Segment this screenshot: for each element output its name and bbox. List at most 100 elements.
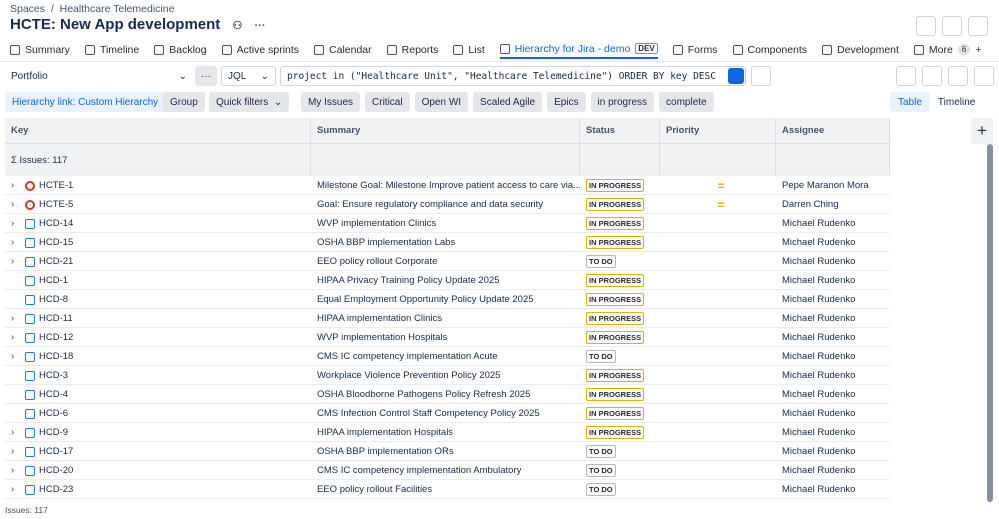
filter-chip[interactable]: Scaled Agile <box>473 92 543 112</box>
view-tab[interactable]: Timeline <box>937 96 976 108</box>
mode-select[interactable]: JQL ⌄ <box>221 66 276 86</box>
issue-row[interactable]: › HCD-12 WVP implementation Hospitals IN PR… <box>5 328 890 347</box>
issue-key[interactable]: HCD-4 <box>39 389 69 400</box>
issue-key[interactable]: HCD-8 <box>39 294 69 305</box>
expand-toggle[interactable]: › <box>11 218 15 229</box>
breadcrumb[interactable]: Spaces <box>10 3 46 15</box>
issue-key[interactable]: HCD-23 <box>39 484 74 495</box>
export-button[interactable] <box>922 66 942 86</box>
tab[interactable]: Backlog <box>154 40 207 59</box>
issue-row[interactable]: HCD-6 CMS Infection Control Staff Compete… <box>5 404 890 423</box>
tab[interactable]: Components <box>732 40 807 59</box>
issue-key[interactable]: HCD-3 <box>39 370 69 381</box>
issue-key[interactable]: HCD-6 <box>39 408 69 419</box>
issue-row[interactable]: › HCD-14 WVP implementation Clinics IN PROG… <box>5 214 890 233</box>
view-tab[interactable]: Table <box>890 92 930 112</box>
more-actions[interactable]: ··· <box>254 20 266 32</box>
fullscreen-button[interactable] <box>968 16 988 36</box>
expand-toggle[interactable]: › <box>11 446 15 457</box>
issue-key[interactable]: HCD-20 <box>39 465 74 476</box>
issue-key[interactable]: HCD-14 <box>39 218 74 229</box>
tab[interactable]: Reports <box>386 40 438 59</box>
quick-filters[interactable]: Quick filters ⌄ <box>209 92 290 112</box>
group-button[interactable]: Group <box>163 92 205 112</box>
status-lozenge: IN PROGRESS <box>586 236 645 249</box>
issue-key[interactable]: HCD-18 <box>39 351 74 362</box>
tab[interactable]: Calendar <box>314 40 372 59</box>
issue-row[interactable]: › HCTE-5 Goal: Ensure regulatory complianc… <box>5 195 890 214</box>
expand-toggle[interactable]: › <box>11 237 15 248</box>
portfolio-select[interactable]: Portfolio ⌄ <box>5 66 193 86</box>
issue-key[interactable]: HCTE-1 <box>39 180 74 191</box>
tab[interactable]: Timeline <box>84 40 139 59</box>
issue-summary: CMS Infection Control Staff Competency P… <box>317 408 540 419</box>
issue-key[interactable]: HCD-9 <box>39 427 69 438</box>
issue-key[interactable]: HCD-17 <box>39 446 74 457</box>
issue-key[interactable]: HCD-11 <box>39 313 73 324</box>
issue-row[interactable]: › HCD-9 HIPAA implementation Hospitals IN P… <box>5 423 890 442</box>
issue-key[interactable]: HCD-1 <box>39 275 69 286</box>
issue-row[interactable]: › HCTE-1 Milestone Goal: Milestone Improve… <box>5 176 890 195</box>
tab[interactable]: More 6 + <box>913 40 981 59</box>
issue-row[interactable]: HCD-1 HIPAA Privacy Training Policy Updat… <box>5 271 890 290</box>
filter-chip[interactable]: Epics <box>547 92 586 112</box>
issue-row[interactable]: › HCD-18 CMS IC competency implementation … <box>5 347 890 366</box>
filter-chip[interactable]: Open WI <box>414 92 469 112</box>
tab[interactable]: Forms <box>672 40 718 59</box>
issue-row[interactable]: HCD-8 Equal Employment Opportunity Policy… <box>5 290 890 309</box>
query-input[interactable]: project in ("Healthcare Unit", "Healthca… <box>280 66 746 86</box>
cell: › HCD-14 <box>5 214 311 233</box>
expand-toggle[interactable]: › <box>11 180 15 191</box>
issue-row[interactable]: › HCD-21 EEO policy rollout Corporate TO DO… <box>5 252 890 271</box>
issue-row[interactable]: HCD-4 OSHA Bloodborne Pathogens Policy Re… <box>5 385 890 404</box>
filter-chip[interactable]: Critical <box>365 92 410 112</box>
tab[interactable]: List <box>453 40 485 59</box>
task-icon <box>25 332 35 343</box>
team-icon[interactable]: ⚇ <box>232 20 243 32</box>
issue-row[interactable]: HCD-3 Workplace Violence Prevention Polic… <box>5 366 890 385</box>
issue-key[interactable]: HCTE-5 <box>39 199 74 210</box>
search-button[interactable] <box>728 68 744 84</box>
tab[interactable]: Summary <box>10 40 70 59</box>
expand-toggle[interactable]: › <box>11 465 15 476</box>
cell: › HCTE-5 <box>5 195 311 214</box>
issue-row[interactable]: › HCD-15 OSHA BBP implementation Labs IN PR… <box>5 233 890 252</box>
issue-key[interactable]: HCD-12 <box>39 332 74 343</box>
filter-chip[interactable]: complete <box>659 92 714 112</box>
help-button[interactable] <box>974 66 994 86</box>
mode-label: JQL <box>228 70 247 82</box>
share-button[interactable] <box>916 16 936 36</box>
issue-row[interactable]: › HCD-23 EEO policy rollout Facilities TO D… <box>5 480 890 499</box>
tab[interactable]: Development <box>822 40 899 59</box>
expand-toggle[interactable]: › <box>11 332 15 343</box>
search-icon[interactable] <box>896 66 916 86</box>
settings-button[interactable] <box>948 66 968 86</box>
expand-toggle[interactable]: › <box>11 484 15 495</box>
add-column[interactable]: + <box>971 118 993 144</box>
issue-row[interactable]: › HCD-11 HIPAA implementation Clinics IN PR… <box>5 309 890 328</box>
more-button[interactable]: ··· <box>195 66 217 86</box>
cell: IN PROGRESS <box>580 404 660 423</box>
filter-chip[interactable]: My Issues <box>301 92 361 112</box>
reset-button[interactable] <box>751 66 771 86</box>
expand-toggle[interactable]: › <box>11 427 15 438</box>
expand-toggle[interactable]: › <box>11 199 15 210</box>
priority-icon: = <box>717 197 725 212</box>
tab[interactable]: Hierarchy for Jira - demo DEV <box>499 40 658 59</box>
hierarchy-link[interactable]: Hierarchy link: Custom Hierarchy <box>5 92 166 112</box>
issue-row[interactable]: › HCD-20 CMS IC competency implementation … <box>5 461 890 480</box>
breadcrumb[interactable]: Healthcare Telemedicine <box>59 3 175 15</box>
issue-row[interactable]: › HCD-17 OSHA BBP implementation ORs TO DO M… <box>5 442 890 461</box>
expand-toggle[interactable]: › <box>11 313 15 324</box>
issue-key[interactable]: HCD-15 <box>39 237 74 248</box>
column-header: Priority <box>660 118 776 144</box>
filter-chip[interactable]: in progress <box>590 92 655 112</box>
expand-toggle[interactable]: › <box>11 256 15 267</box>
cell: IN PROGRESS <box>580 195 660 214</box>
expand-toggle[interactable]: › <box>11 351 15 362</box>
tab[interactable]: Active sprints <box>221 40 299 59</box>
cell: Goal: Ensure regulatory compliance and d… <box>311 195 580 214</box>
automation-button[interactable] <box>942 16 962 36</box>
issue-key[interactable]: HCD-21 <box>39 256 74 267</box>
cell: Michael Rudenko <box>776 480 890 499</box>
